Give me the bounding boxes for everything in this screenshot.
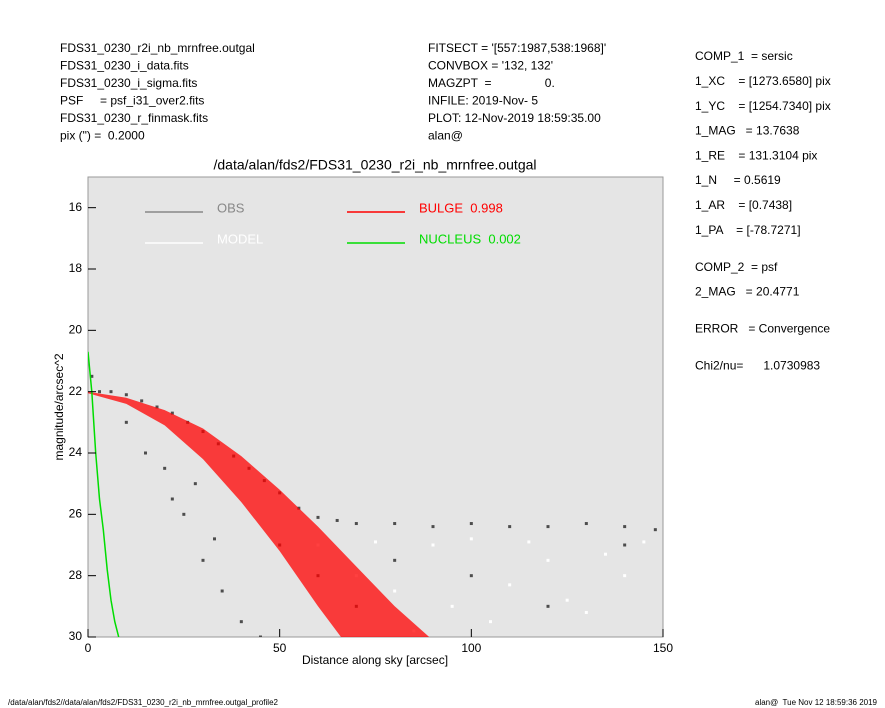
data-point: [170, 411, 174, 415]
data-point: [239, 620, 243, 624]
data-point: [354, 522, 358, 526]
header-line: alan@: [428, 129, 463, 143]
data-point: [335, 518, 339, 522]
parameter-line: 1_YC = [1254.7340] pix: [695, 99, 831, 113]
chart-title: /data/alan/fds2/FDS31_0230_r2i_nb_mrnfre…: [214, 157, 537, 173]
profile-line: [88, 351, 120, 637]
data-point: [316, 515, 320, 519]
data-point: [109, 390, 113, 394]
header-line: MAGZPT = 0.: [428, 76, 555, 90]
data-point: [508, 583, 512, 587]
data-point: [527, 540, 531, 544]
y-tick-label: 24: [69, 445, 83, 459]
parameter-line: 1_PA = [-78.7271]: [695, 223, 801, 237]
data-point: [140, 399, 144, 403]
data-point: [469, 574, 473, 578]
data-point: [565, 598, 569, 602]
data-point: [642, 540, 646, 544]
x-tick-label: 0: [85, 641, 92, 655]
y-tick-label: 22: [69, 384, 83, 398]
y-axis-label: magnitude/arcsec^2: [52, 353, 66, 460]
legend-label: OBS: [217, 200, 245, 215]
data-point: [623, 543, 627, 547]
parameter-line: 1_XC = [1273.6580] pix: [695, 74, 831, 88]
data-point: [623, 574, 627, 578]
data-point: [213, 537, 216, 541]
y-tick-label: 18: [69, 261, 83, 275]
footer-path: /data/alan/fds2//data/alan/fds2/FDS31_02…: [8, 698, 279, 707]
data-point: [584, 610, 588, 614]
header-line: pix (") = 0.2000: [60, 129, 145, 143]
header-line: FITSECT = '[557:1987,538:1968]': [428, 41, 606, 55]
data-point: [259, 635, 262, 637]
data-point: [469, 522, 473, 526]
y-tick-label: 16: [69, 200, 83, 214]
data-point: [393, 589, 397, 593]
data-point: [489, 620, 492, 624]
header-line: FDS31_0230_i_data.fits: [60, 59, 189, 73]
header-line: INFILE: 2019-Nov- 5: [428, 94, 538, 108]
data-point: [124, 393, 128, 397]
data-point: [201, 558, 205, 562]
parameter-line: Chi2/nu= 1.0730983: [695, 359, 820, 373]
data-point: [144, 451, 147, 455]
parameter-line: COMP_1 = sersic: [695, 49, 793, 63]
data-point: [431, 525, 435, 529]
data-point: [431, 543, 435, 547]
plot-marks: [88, 351, 657, 637]
x-tick-label: 150: [653, 641, 673, 655]
header-line: FDS31_0230_r_finmask.fits: [60, 111, 208, 125]
data-point: [584, 522, 588, 526]
y-tick-label: 20: [69, 323, 83, 337]
data-point: [508, 525, 512, 529]
data-point: [220, 589, 224, 593]
data-point: [124, 420, 128, 424]
parameter-line: 1_AR = [0.7438]: [695, 198, 792, 212]
parameter-line: 2_MAG = 20.4771: [695, 285, 800, 299]
data-point: [546, 525, 550, 529]
data-point: [604, 552, 607, 556]
parameter-line: ERROR = Convergence: [695, 322, 830, 336]
parameter-line: 1_RE = 131.3104 pix: [695, 148, 817, 162]
parameter-line: 1_MAG = 13.7638: [695, 124, 800, 138]
header-line: FDS31_0230_i_sigma.fits: [60, 76, 197, 90]
data-point: [450, 604, 454, 608]
header-line: PSF = psf_i31_over2.fits: [60, 94, 204, 108]
x-tick-label: 100: [461, 641, 481, 655]
data-point: [170, 497, 174, 501]
data-point: [393, 522, 397, 526]
x-axis-label: Distance along sky [arcsec]: [302, 653, 448, 667]
data-point: [155, 405, 159, 409]
plot-area: [87, 176, 664, 638]
data-point: [469, 537, 473, 541]
data-point: [546, 604, 550, 608]
data-point: [623, 525, 627, 529]
header-line: PLOT: 12-Nov-2019 18:59:35.00: [428, 111, 601, 125]
data-point: [193, 482, 197, 486]
y-tick-label: 30: [69, 629, 83, 643]
data-point: [546, 558, 550, 562]
x-tick-label: 50: [273, 641, 287, 655]
header-line: CONVBOX = '132, 132': [428, 59, 553, 73]
data-point: [98, 390, 101, 394]
data-point: [182, 512, 186, 516]
legend-label: BULGE 0.998: [419, 200, 503, 215]
data-point: [393, 558, 397, 562]
bulge-band: [88, 391, 430, 637]
footer-date: alan@ Tue Nov 12 18:59:36 2019: [755, 698, 878, 707]
parameter-line: 1_N = 0.5619: [695, 173, 781, 187]
legend-label: NUCLEUS 0.002: [419, 231, 521, 246]
data-point: [653, 528, 657, 532]
y-tick-label: 28: [69, 568, 83, 582]
data-point: [163, 466, 167, 470]
parameter-line: COMP_2 = psf: [695, 260, 778, 274]
data-point: [374, 540, 377, 544]
data-point: [90, 374, 94, 378]
header-line: FDS31_0230_r2i_nb_mrnfree.outgal: [60, 41, 255, 55]
y-tick-label: 26: [69, 507, 83, 521]
legend-label: MODEL: [217, 231, 263, 246]
